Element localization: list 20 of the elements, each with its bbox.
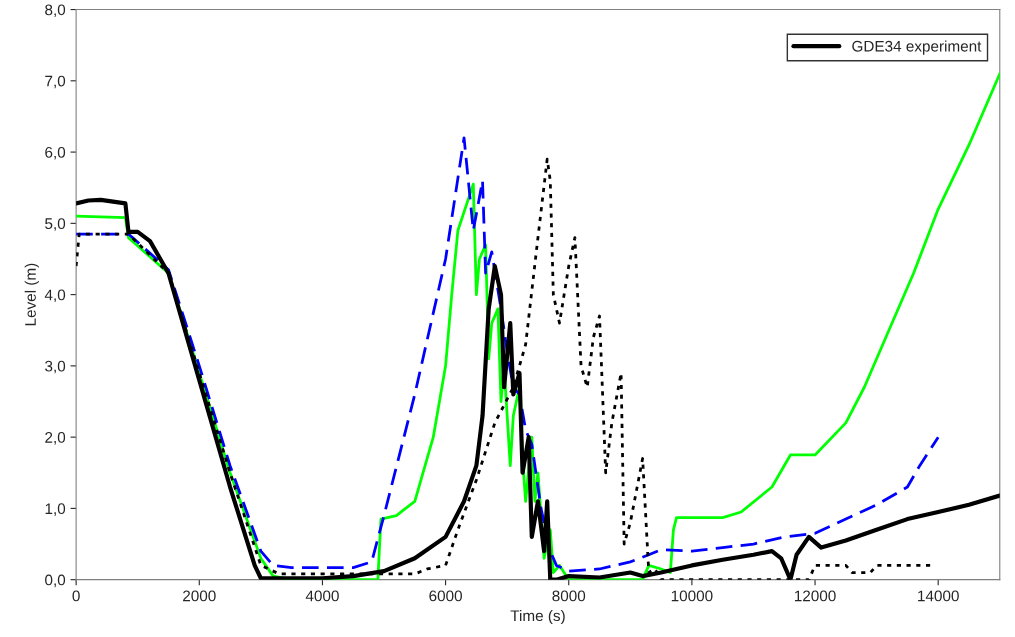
- y-tick-label: 2,0: [45, 432, 66, 445]
- x-tick-label: 2000: [183, 590, 216, 602]
- y-tick-label: 0,0: [45, 574, 66, 588]
- y-tick-label: 7,0: [45, 75, 66, 89]
- y-tick-label: 8,0: [45, 4, 66, 18]
- x-tick-label: 14000: [918, 590, 959, 602]
- y-tick-label: 3,0: [45, 360, 66, 374]
- y-tick-label: 4,0: [44, 289, 66, 303]
- x-tick-label: 12000: [794, 590, 836, 602]
- y-axis-title: Level (m): [24, 263, 39, 326]
- x-tick-label: 4000: [305, 590, 339, 602]
- y-tick-label: 5,0: [45, 218, 66, 231]
- legend-label: GDE34 experiment: [852, 40, 982, 55]
- x-tick-label: 0: [72, 590, 80, 602]
- x-tick-label: 10000: [671, 590, 713, 602]
- y-tick-label: 6,0: [45, 146, 66, 160]
- x-axis-title: Time (s): [510, 609, 565, 625]
- y-tick-label: 1,0: [45, 503, 66, 516]
- x-tick-label: 8000: [552, 590, 586, 602]
- x-tick-label: 6000: [429, 590, 462, 602]
